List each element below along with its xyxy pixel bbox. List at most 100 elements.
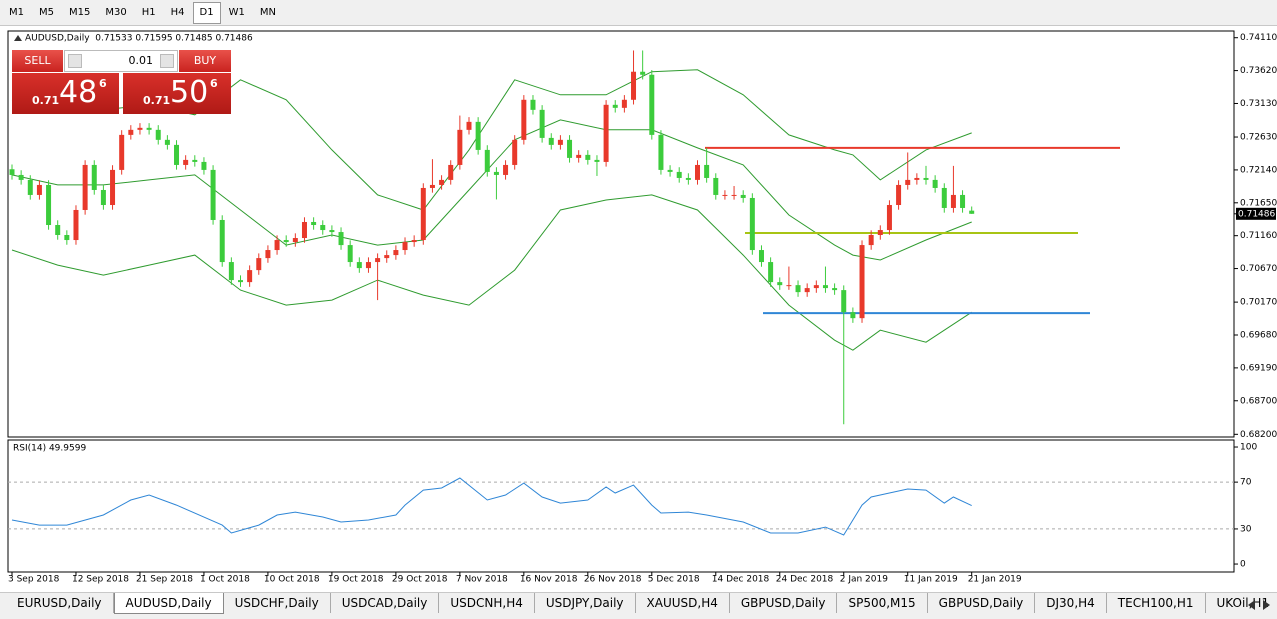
tab-next[interactable] <box>1263 600 1270 610</box>
chart-tab[interactable]: USDJPY,Daily <box>535 593 636 613</box>
candle-body <box>768 262 774 283</box>
candle-body <box>375 258 381 263</box>
x-tick-label: 7 Nov 2018 <box>456 575 508 585</box>
candle-body <box>146 127 152 130</box>
timeframe-button[interactable]: M30 <box>105 6 127 18</box>
timeframe-button[interactable]: M5 <box>39 6 54 18</box>
candle-body <box>950 194 956 208</box>
y-tick-label: 0.72140 <box>1240 165 1277 175</box>
chart-tab[interactable]: UKOil,H1 <box>1206 593 1277 613</box>
chart-tab[interactable]: GBPUSD,Daily <box>730 593 838 613</box>
candle-body <box>548 137 554 145</box>
candle-body <box>475 121 481 150</box>
chart-tab[interactable]: AUDUSD,Daily <box>113 593 224 614</box>
timeframe-button[interactable]: M15 <box>69 6 91 18</box>
chart-tab[interactable]: USDCAD,Daily <box>331 593 440 613</box>
y-tick-label: 0.70170 <box>1240 298 1277 308</box>
candle-body <box>923 177 929 180</box>
timeframe-button[interactable]: M1 <box>9 6 24 18</box>
candle-body <box>905 179 911 185</box>
buy-price[interactable]: 0.71 50 6 <box>123 73 231 114</box>
candle-body <box>832 288 838 291</box>
rsi-line <box>11 477 972 536</box>
x-tick-label: 2 Jan 2019 <box>840 575 888 585</box>
candle-body <box>46 184 52 226</box>
candle-body <box>292 238 298 243</box>
candle-body <box>320 225 326 231</box>
sell-button[interactable]: SELL <box>12 50 63 72</box>
trade-panel: SELL 0.01 BUY 0.71 48 6 0.71 50 6 <box>12 50 231 114</box>
chart-tab[interactable]: DJ30,H4 <box>1035 593 1107 613</box>
chart-tab[interactable]: EURUSD,Daily <box>6 593 114 613</box>
candle-body <box>18 174 24 180</box>
x-tick-label: 29 Oct 2018 <box>392 575 448 585</box>
rsi-tick-label: 30 <box>1240 524 1252 534</box>
candle-body <box>311 221 317 226</box>
candle-body <box>877 230 883 236</box>
y-tick-label: 0.69190 <box>1240 363 1277 373</box>
x-tick-label: 3 Sep 2018 <box>8 575 60 585</box>
timeframe-button[interactable]: D1 <box>192 1 221 24</box>
candle-body <box>64 235 70 241</box>
lot-down[interactable] <box>68 54 82 68</box>
candle-body <box>27 179 33 195</box>
chart-tab[interactable]: USDCHF,Daily <box>224 593 331 613</box>
candle-body <box>914 177 920 180</box>
candle-body <box>192 159 198 162</box>
candle-body <box>749 197 755 251</box>
x-tick-label: 19 Oct 2018 <box>328 575 384 585</box>
chart-tabs: EURUSD,Daily AUDUSD,Daily USDCHF,Daily USDC… <box>0 592 1277 619</box>
candle-body <box>777 282 783 286</box>
sell-price[interactable]: 0.71 48 6 <box>12 73 119 114</box>
candle-body <box>274 240 280 251</box>
candle-body <box>128 129 134 135</box>
candle-body <box>119 134 125 170</box>
chart-tab[interactable]: SP500,M15 <box>837 593 928 613</box>
chart-tab[interactable]: XAUUSD,H4 <box>636 593 730 613</box>
candle-body <box>420 187 426 241</box>
candle-body <box>338 232 344 246</box>
x-tick-label: 12 Sep 2018 <box>72 575 129 585</box>
chart-header: AUDUSD,Daily 0.71533 0.71595 0.71485 0.7… <box>25 34 253 44</box>
candle-body <box>631 71 637 100</box>
buy-price-prefix: 0.71 <box>143 94 171 107</box>
timeframe-button[interactable]: H4 <box>170 6 185 18</box>
candle-body <box>493 171 499 175</box>
candle-body <box>100 189 106 206</box>
candle-body <box>484 149 490 172</box>
candle-body <box>960 194 966 208</box>
candle-body <box>795 285 801 293</box>
y-tick-label: 0.68200 <box>1240 430 1277 440</box>
candle-body <box>658 134 664 170</box>
lot-up[interactable] <box>160 54 174 68</box>
tab-nav[interactable] <box>1245 598 1275 612</box>
last-price-box <box>1236 207 1276 220</box>
x-tick-label: 21 Jan 2019 <box>968 575 1022 585</box>
lot-field[interactable]: 0.01 <box>64 50 178 72</box>
timeframe-button[interactable]: H1 <box>141 6 156 18</box>
candle-body <box>466 121 472 130</box>
y-tick-label: 0.73620 <box>1240 66 1277 76</box>
candle-body <box>301 221 307 239</box>
chart-tab[interactable]: USDCNH,H4 <box>439 593 535 613</box>
chart-tab[interactable]: TECH100,H1 <box>1107 593 1206 613</box>
candle-body <box>384 255 390 259</box>
timeframe-button[interactable]: MN <box>259 6 276 18</box>
x-tick-label: 16 Nov 2018 <box>520 575 578 585</box>
rsi-tick-label: 70 <box>1240 478 1252 488</box>
y-tick-label: 0.72630 <box>1240 133 1277 143</box>
chart-tab[interactable]: GBPUSD,Daily <box>928 593 1036 613</box>
candle-body <box>813 285 819 289</box>
candle-body <box>704 164 710 178</box>
candle-body <box>36 184 42 195</box>
lot-value: 0.01 <box>128 54 154 67</box>
timeframe-button[interactable]: W1 <box>228 6 245 18</box>
candle-body <box>283 240 289 243</box>
tab-prev[interactable] <box>1248 600 1255 610</box>
candle-body <box>859 245 865 319</box>
candle-body <box>841 290 847 313</box>
buy-button[interactable]: BUY <box>179 50 231 72</box>
candle-body <box>576 154 582 158</box>
candle-body <box>557 139 563 145</box>
